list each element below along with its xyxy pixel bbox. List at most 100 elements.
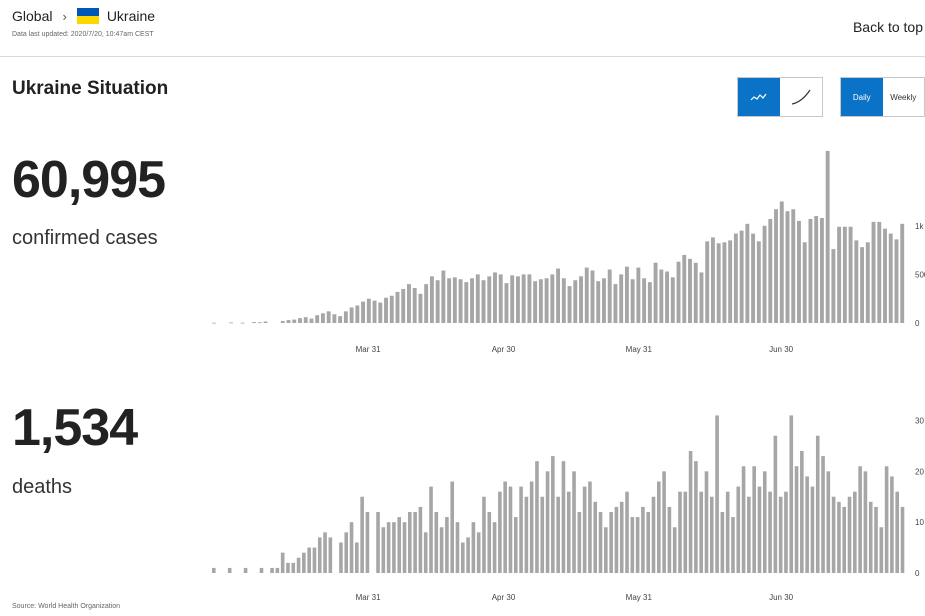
chart-bar[interactable]	[303, 317, 308, 323]
chart-bar[interactable]	[504, 283, 509, 323]
chart-bar[interactable]	[397, 517, 402, 573]
chart-bar[interactable]	[389, 295, 394, 323]
chart-bar[interactable]	[317, 537, 322, 573]
chart-bar[interactable]	[847, 496, 852, 573]
chart-bar[interactable]	[435, 280, 440, 323]
chart-bar[interactable]	[837, 501, 841, 573]
chart-bar[interactable]	[498, 274, 503, 323]
chart-bar[interactable]	[667, 506, 672, 573]
chart-bar[interactable]	[286, 320, 291, 323]
chart-bar[interactable]	[789, 415, 794, 573]
chart-bar[interactable]	[527, 274, 532, 323]
chart-bar[interactable]	[458, 279, 463, 323]
chart-bar[interactable]	[521, 274, 526, 323]
chart-bar[interactable]	[476, 532, 481, 573]
chart-bar[interactable]	[854, 240, 859, 323]
chart-bar[interactable]	[447, 278, 452, 323]
chart-bar[interactable]	[791, 209, 796, 323]
chart-bar[interactable]	[596, 281, 601, 323]
chart-bar[interactable]	[243, 567, 248, 573]
chart-bar[interactable]	[831, 496, 836, 573]
chart-bar[interactable]	[837, 226, 842, 323]
chart-bar[interactable]	[785, 211, 790, 323]
chart-bar[interactable]	[361, 301, 366, 323]
chart-bar[interactable]	[344, 532, 349, 573]
chart-bar[interactable]	[535, 461, 539, 573]
chart-bar[interactable]	[739, 230, 744, 323]
chart-bar[interactable]	[625, 491, 629, 573]
chart-bar[interactable]	[699, 491, 703, 573]
chart-bar[interactable]	[429, 276, 434, 323]
chart-bar[interactable]	[773, 435, 778, 573]
chart-bar[interactable]	[252, 322, 257, 323]
chart-bar[interactable]	[731, 517, 735, 573]
chart-bar[interactable]	[894, 239, 899, 323]
chart-bar[interactable]	[412, 288, 417, 323]
chart-bar[interactable]	[884, 466, 889, 573]
chart-bar[interactable]	[573, 280, 578, 323]
chart-bar[interactable]	[614, 506, 619, 573]
chart-bar[interactable]	[471, 522, 476, 573]
chart-bar[interactable]	[298, 318, 302, 323]
chart-bar[interactable]	[865, 242, 870, 323]
chart-bar[interactable]	[895, 491, 899, 573]
chart-bar[interactable]	[641, 506, 645, 573]
chart-bar[interactable]	[670, 277, 675, 323]
chart-bar[interactable]	[413, 512, 417, 573]
chart-bar[interactable]	[280, 552, 285, 573]
chart-bar[interactable]	[315, 315, 320, 323]
chart-bar[interactable]	[725, 491, 730, 573]
chart-bar[interactable]	[757, 486, 762, 573]
chart-bar[interactable]	[588, 481, 592, 574]
chart-bar[interactable]	[768, 491, 772, 573]
chart-bar[interactable]	[402, 522, 407, 573]
chart-bar[interactable]	[842, 506, 847, 573]
chart-bar[interactable]	[602, 278, 606, 323]
chart-bar[interactable]	[635, 517, 640, 573]
chart-bar[interactable]	[229, 322, 234, 324]
chart-bar[interactable]	[651, 496, 656, 573]
chart-bar[interactable]	[395, 291, 400, 323]
chart-bar[interactable]	[665, 271, 670, 323]
chart-bar[interactable]	[704, 471, 709, 573]
chart-bar[interactable]	[423, 532, 428, 573]
chart-bar[interactable]	[815, 435, 820, 573]
chart-bar[interactable]	[688, 451, 693, 573]
chart-bar[interactable]	[863, 471, 868, 573]
chart-bar[interactable]	[868, 501, 873, 573]
chart-bar[interactable]	[890, 476, 894, 573]
chart-bar[interactable]	[470, 278, 474, 323]
chart-bar[interactable]	[722, 242, 727, 323]
chart-bar[interactable]	[808, 218, 813, 323]
chart-bar[interactable]	[678, 491, 682, 573]
chart-bar[interactable]	[694, 461, 698, 573]
chart-bar[interactable]	[424, 284, 429, 323]
chart-bar[interactable]	[492, 522, 497, 573]
chart-bar[interactable]	[515, 276, 520, 323]
chart-bar[interactable]	[877, 221, 882, 323]
chart-bar[interactable]	[825, 150, 830, 323]
daily-button[interactable]: Daily	[841, 78, 883, 116]
chart-bar[interactable]	[741, 466, 746, 573]
chart-bar[interactable]	[860, 247, 865, 323]
chart-bar[interactable]	[784, 491, 788, 573]
chart-bar[interactable]	[751, 233, 756, 323]
chart-bar[interactable]	[466, 537, 470, 573]
chart-bar[interactable]	[309, 318, 314, 324]
chart-bar[interactable]	[879, 527, 884, 573]
chart-bar[interactable]	[800, 451, 804, 573]
chart-bar[interactable]	[452, 277, 457, 323]
chart-bar[interactable]	[900, 506, 905, 573]
chart-bar[interactable]	[460, 542, 465, 574]
chart-bar[interactable]	[590, 270, 595, 324]
chart-bar[interactable]	[513, 517, 518, 573]
chart-bar[interactable]	[716, 243, 721, 323]
chart-bar[interactable]	[646, 512, 651, 573]
chart-bar[interactable]	[794, 466, 799, 573]
chart-bar[interactable]	[630, 517, 635, 573]
chart-bar[interactable]	[372, 300, 377, 323]
chart-bar[interactable]	[429, 486, 433, 573]
chart-bar[interactable]	[227, 567, 232, 573]
chart-bar[interactable]	[752, 466, 756, 573]
chart-bar[interactable]	[682, 254, 687, 323]
